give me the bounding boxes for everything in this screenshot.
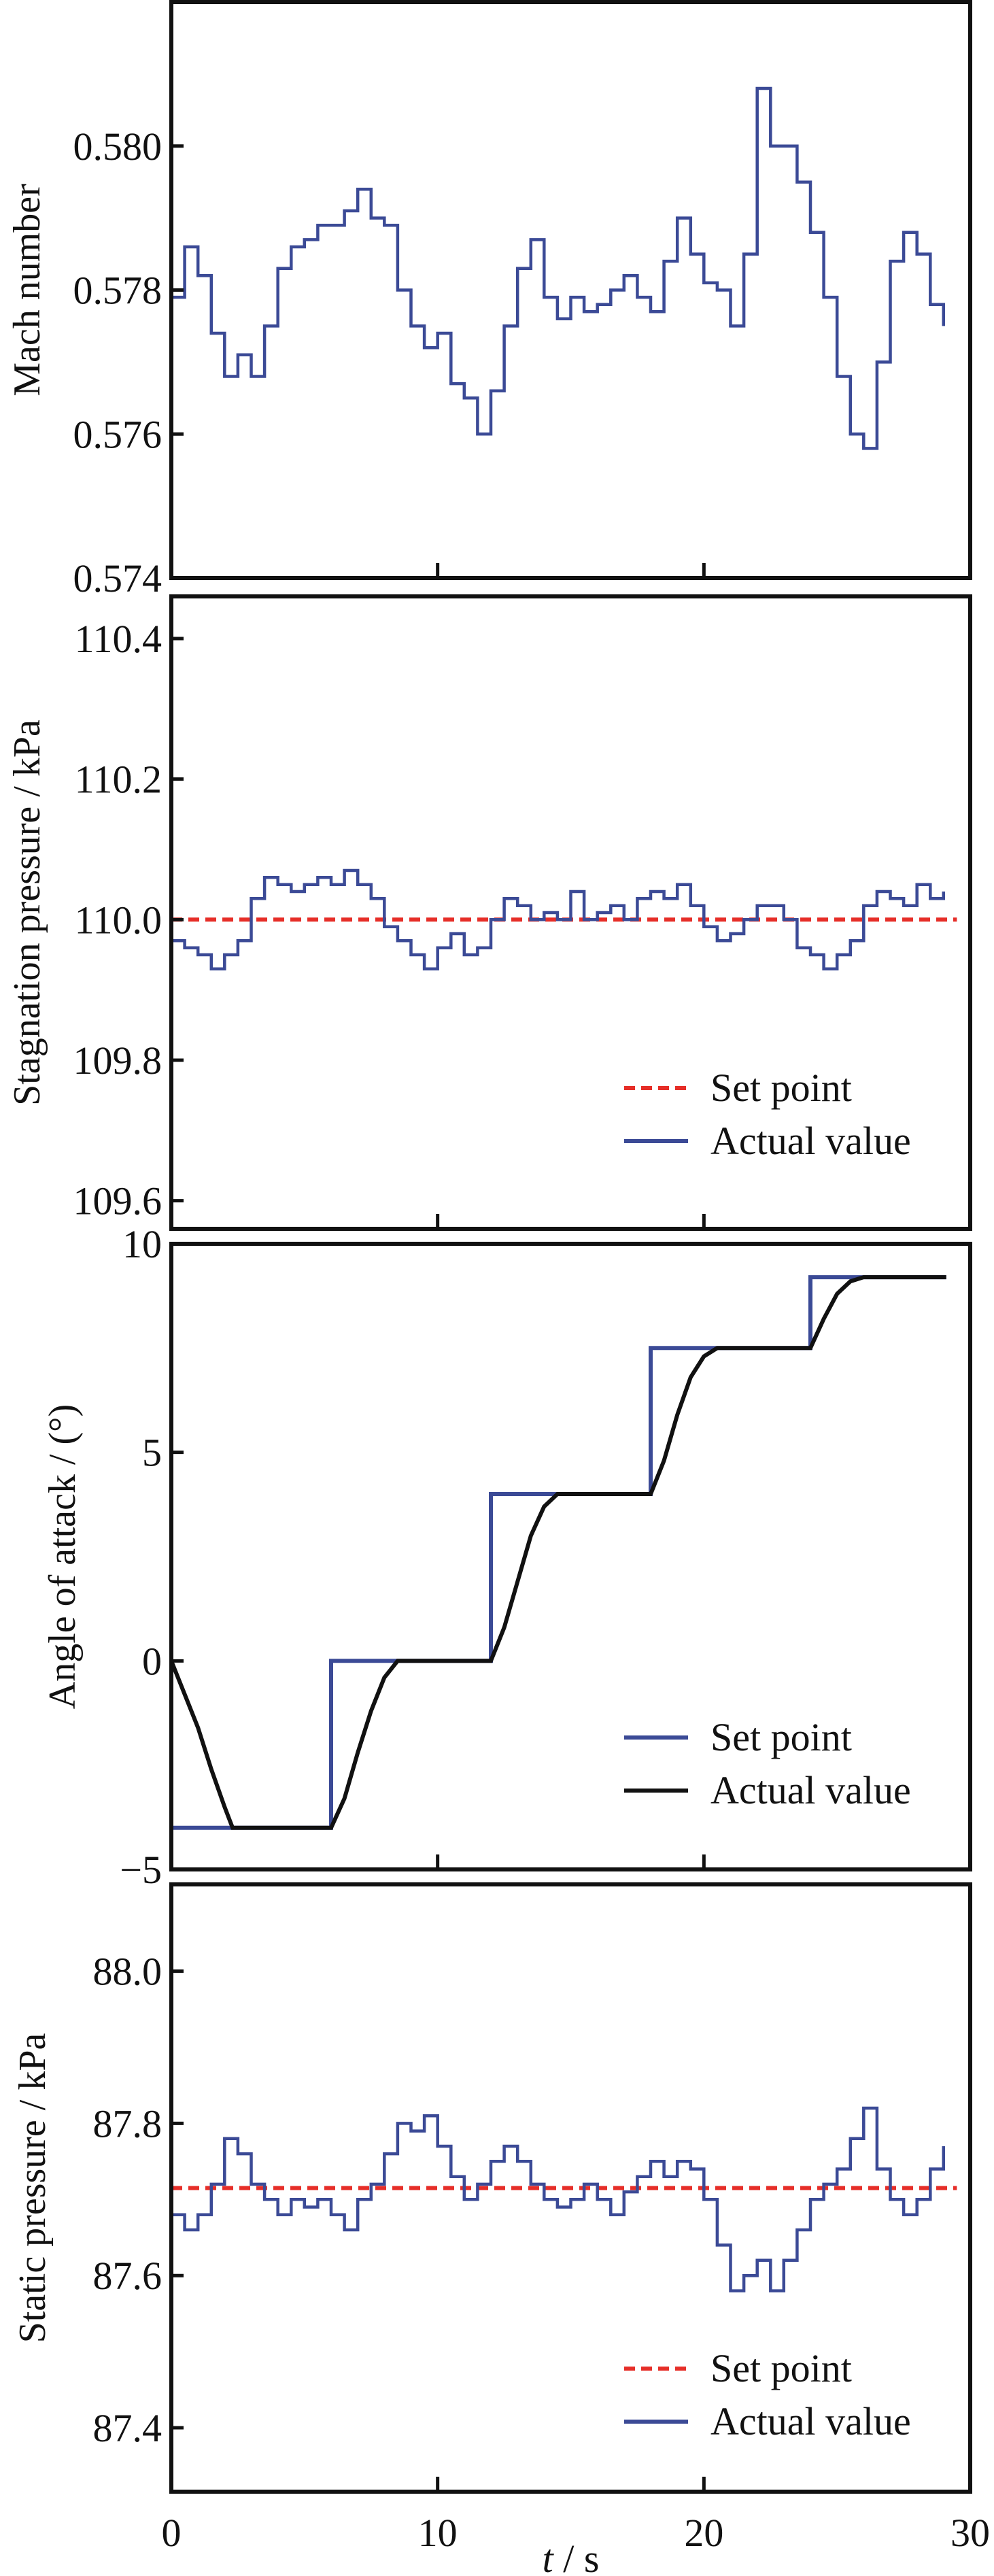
x-tick-label: 0 [162,2511,182,2555]
x-axis-label-var: t [543,2537,555,2576]
y-axis-label: Stagnation pressure / kPa [6,719,48,1106]
legend: Set point Actual value [624,2346,911,2443]
legend-label: Set point [710,1066,852,1110]
panel-aoa: −5 0 5 10 Angle of attack / (°) Set point Actu… [41,1222,972,1892]
y-tick-label: 5 [142,1431,162,1475]
panel-mach: 0.574 0.576 0.578 0.580 Mach number [6,0,972,600]
x-tick-label: 30 [950,2511,990,2555]
x-axis-label: t / s [543,2537,600,2576]
y-tick-label: 0.574 [73,556,162,600]
series-actual-value [171,2106,946,2292]
y-tick-label: 109.8 [73,1038,162,1083]
y-tick-label: 110.4 [75,617,162,661]
plot-frame [169,1882,972,2494]
legend-label: Actual value [710,1119,911,1163]
legend-label: Set point [710,2346,852,2390]
panel-static: 87.4 87.6 87.8 88.0 Static pressure / kPa Set… [12,1882,990,2576]
y-tick-label: 110.2 [75,758,162,802]
y-axis-label: Static pressure / kPa [12,2033,54,2343]
legend: Set point Actual value [624,1066,911,1163]
y-tick-label: 0 [142,1639,162,1683]
plot-frame [169,594,972,1231]
series-actual-value [171,868,946,970]
legend: Set point Actual value [624,1715,911,1812]
series-actual-value [169,1275,946,1830]
x-tick-label: 20 [684,2511,723,2555]
plot-frame [169,0,972,580]
legend-label: Actual value [710,1768,911,1812]
y-axis-label: Mach number [6,184,48,396]
y-tick-label: 88.0 [93,1950,162,1994]
y-tick-label: 10 [122,1222,162,1266]
legend-label: Actual value [710,2399,911,2443]
y-tick-label: −5 [120,1848,162,1892]
y-tick-label: 87.8 [93,2101,162,2146]
legend-label: Set point [710,1715,852,1759]
y-tick-label: 0.578 [73,269,162,313]
series-actual-value [171,86,946,450]
y-tick-label: 87.6 [93,2254,162,2298]
y-tick-label: 0.576 [73,412,162,456]
plot-frame [169,1242,972,1871]
x-tick-label: 10 [418,2511,458,2555]
panel-stagnation: 109.6 109.8 110.0 110.2 110.4 Stagnation pres… [6,594,972,1231]
y-tick-label: 87.4 [93,2406,162,2450]
x-axis-label-unit: / s [553,2537,600,2576]
y-tick-label: 0.580 [73,124,162,169]
y-tick-label: 109.6 [73,1179,162,1223]
y-tick-label: 110.0 [75,898,162,942]
y-axis-label: Angle of attack / (°) [41,1404,84,1709]
